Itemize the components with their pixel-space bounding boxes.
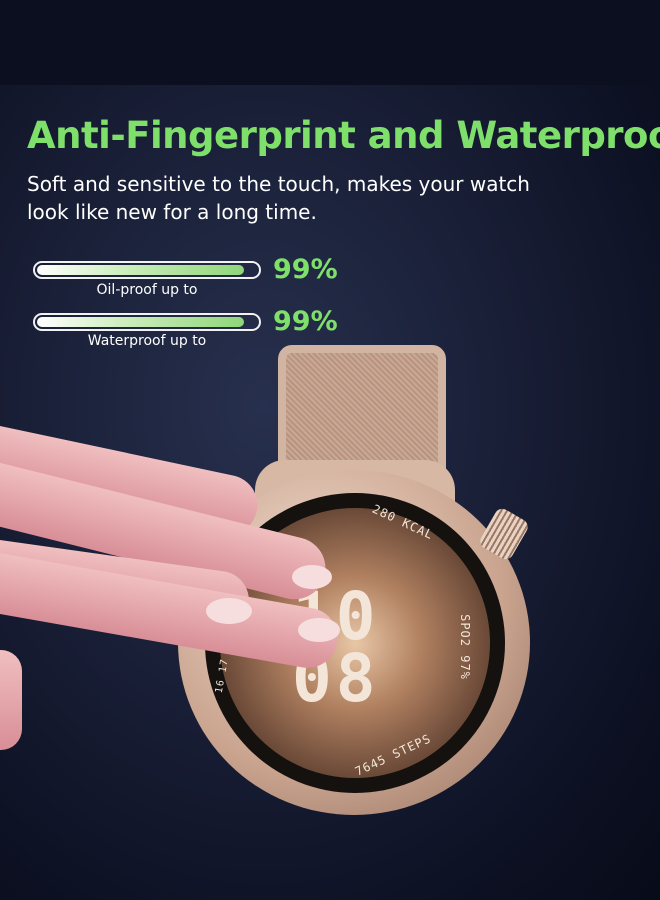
- waterproof-label: Waterproof up to: [87, 333, 207, 349]
- thumb: [0, 650, 22, 750]
- fingernail: [298, 618, 340, 642]
- oil-proof-bar-fill: [37, 265, 244, 275]
- waterproof-bar-fill: [37, 317, 244, 327]
- fingernail: [292, 565, 332, 589]
- waterproof-value: 99%: [273, 306, 338, 337]
- oil-proof-bar: [33, 261, 261, 279]
- oil-proof-value: 99%: [273, 254, 338, 285]
- fingernail: [206, 598, 252, 624]
- oil-proof-label: Oil-proof up to: [96, 282, 198, 298]
- spo2-complication: SPO2 97%: [457, 614, 472, 680]
- waterproof-bar: [33, 313, 261, 331]
- subtitle: Soft and sensitive to the touch, makes y…: [27, 170, 547, 226]
- subtitle-line-2: look like new for a long time.: [27, 200, 317, 224]
- subtitle-line-1: Soft and sensitive to the touch, makes y…: [27, 172, 530, 196]
- top-band: [0, 0, 660, 85]
- headline: Anti-Fingerprint and Waterproof: [27, 114, 660, 157]
